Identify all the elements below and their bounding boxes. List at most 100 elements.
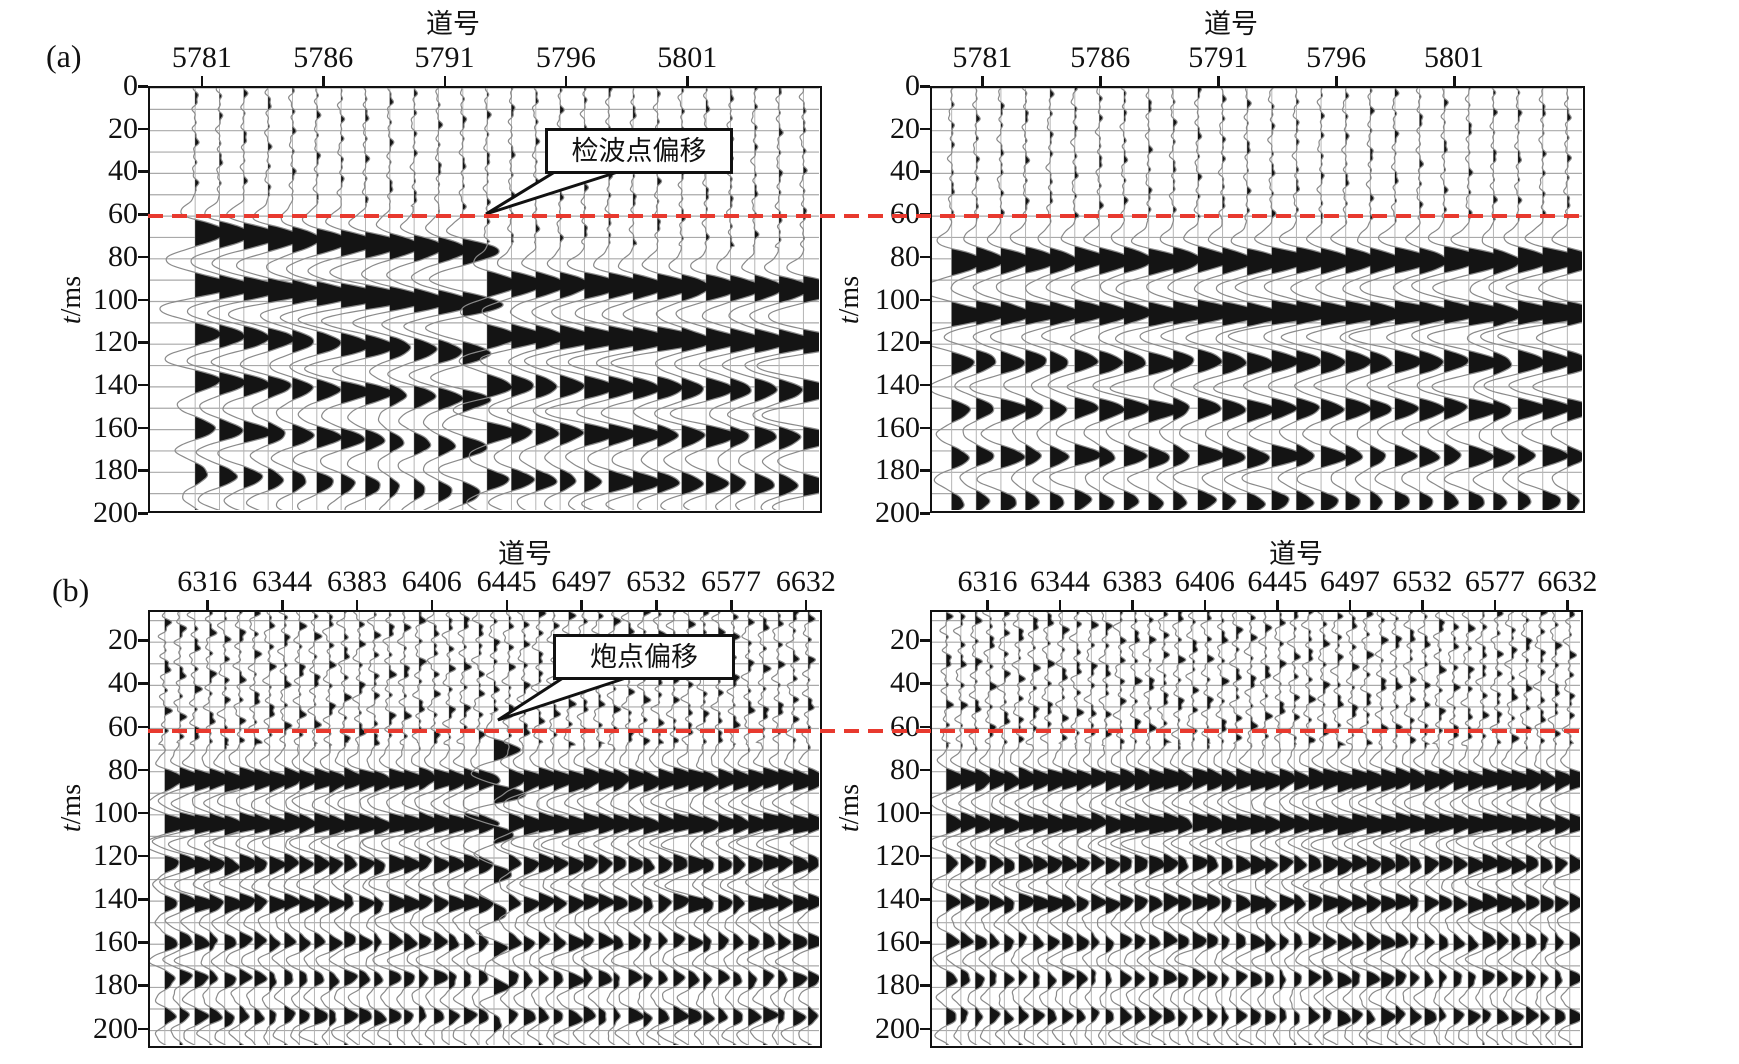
y-axis-tick: [920, 341, 930, 344]
annotation-receiver-offset: 检波点偏移: [545, 128, 733, 174]
y-axis-tick: [138, 298, 148, 301]
x-axis-tick: [1453, 76, 1456, 86]
y-axis-tick: [920, 682, 930, 685]
y-tick-label: 100: [875, 795, 920, 829]
y-tick-label: 40: [108, 666, 138, 700]
y-tick-label: 80: [108, 752, 138, 786]
x-tick-label: 6406: [401, 565, 462, 598]
x-axis-title-b-right: 道号: [1269, 539, 1323, 569]
y-axis-tick: [920, 898, 930, 901]
y-axis-tick: [138, 469, 148, 472]
x-tick-label: 6632: [1537, 565, 1598, 598]
x-axis-tick: [1203, 600, 1207, 610]
red-dashed-datum-line-b: [148, 728, 1583, 733]
y-axis-tick: [138, 1027, 148, 1031]
x-tick-label: 6344: [252, 565, 313, 598]
x-tick-label: 5791: [1188, 41, 1249, 74]
y-axis-tick: [138, 941, 148, 944]
x-tick-label: 6532: [626, 565, 687, 598]
x-axis-tick: [1099, 76, 1102, 86]
wiggle-canvas: [932, 612, 1580, 1045]
x-tick-label: 5791: [414, 41, 475, 74]
y-tick-label: 100: [875, 282, 920, 316]
y-tick-label: 60: [828, 196, 920, 232]
x-axis-title-a-left: 道号: [426, 9, 480, 39]
y-tick-label: 160: [875, 925, 920, 959]
x-axis-tick: [655, 600, 658, 610]
y-tick-label: 180: [93, 968, 138, 1002]
y-tick-label: 60: [108, 197, 138, 231]
y-axis-tick: [138, 639, 148, 642]
y-axis-tick: [138, 383, 148, 387]
x-axis-tick: [1493, 600, 1497, 610]
x-axis-tick: [443, 76, 447, 86]
y-axis-tick: [920, 255, 930, 259]
x-axis-tick: [505, 600, 509, 610]
y-tick-label: 160: [93, 410, 138, 444]
y-tick-label: 160: [93, 925, 138, 959]
y-axis-tick: [138, 341, 148, 344]
y-tick-label: 40: [890, 154, 920, 188]
x-axis-tick: [1421, 600, 1424, 610]
y-axis-tick: [138, 898, 148, 901]
y-tick-label: 40: [108, 154, 138, 188]
y-axis-tick: [920, 984, 930, 987]
y-axis-tick: [138, 682, 148, 685]
y-axis-tick: [920, 1027, 930, 1031]
x-tick-label: 6316: [177, 565, 238, 598]
y-tick-label: 140: [875, 882, 920, 916]
x-axis-tick: [200, 76, 204, 86]
y-axis-tick: [138, 170, 148, 173]
y-tick-label: 120: [875, 325, 920, 359]
y-tick-label: 0: [123, 69, 138, 102]
x-tick-label: 6532: [1392, 565, 1453, 598]
x-tick-label: 5781: [171, 41, 232, 74]
y-tick-label: 60: [890, 709, 920, 743]
x-axis-tick: [1276, 600, 1279, 610]
y-tick-label: 20: [890, 111, 920, 145]
y-axis-tick: [920, 170, 930, 173]
y-axis-tick: [920, 469, 930, 472]
y-axis-tick: [138, 984, 148, 987]
x-axis-tick: [986, 600, 989, 610]
x-tick-label: 6445: [476, 565, 537, 598]
x-tick-label: 6406: [1174, 565, 1235, 598]
y-axis-tick: [138, 213, 148, 216]
y-axis-tick: [138, 85, 148, 88]
y-tick-label: 200: [875, 1011, 920, 1045]
y-axis-tick: [920, 768, 930, 772]
x-tick-label: 5796: [535, 41, 596, 74]
y-tick-label: 180: [875, 968, 920, 1002]
y-axis-tick: [920, 811, 930, 815]
y-tick-label: 0: [905, 69, 920, 102]
y-axis-tick: [920, 725, 930, 728]
y-axis-tick: [920, 426, 930, 430]
y-axis-tick: [920, 639, 930, 642]
x-axis-tick: [1566, 600, 1569, 610]
y-tick-label: 80: [890, 752, 920, 786]
panel-b-left-wiggle-plot: [148, 610, 822, 1048]
y-axis-tick: [920, 941, 930, 944]
y-tick-label: 40: [890, 666, 920, 700]
y-tick-label: 100: [93, 282, 138, 316]
y-axis-tick: [138, 512, 148, 515]
x-tick-label: 5786: [293, 41, 354, 74]
x-tick-label: 6344: [1029, 565, 1090, 598]
y-axis-tick: [138, 811, 148, 815]
x-axis-tick: [1348, 600, 1352, 610]
x-tick-label: 6577: [1464, 565, 1525, 598]
y-axis-tick: [138, 854, 148, 858]
y-tick-label: 180: [93, 453, 138, 487]
panel-label-b: (b): [52, 572, 90, 608]
x-tick-label: 5781: [952, 41, 1013, 74]
x-tick-label: 5801: [657, 41, 718, 74]
y-tick-label: 120: [875, 838, 920, 872]
y-tick-label: 100: [93, 795, 138, 829]
panel-b-right-wiggle-plot: [930, 610, 1583, 1048]
panel-a-right-wiggle-plot: [930, 86, 1585, 513]
x-tick-label: 6383: [326, 565, 387, 598]
x-tick-label: 6497: [551, 565, 612, 598]
x-tick-label: 6383: [1102, 565, 1163, 598]
x-axis-tick: [206, 600, 209, 610]
